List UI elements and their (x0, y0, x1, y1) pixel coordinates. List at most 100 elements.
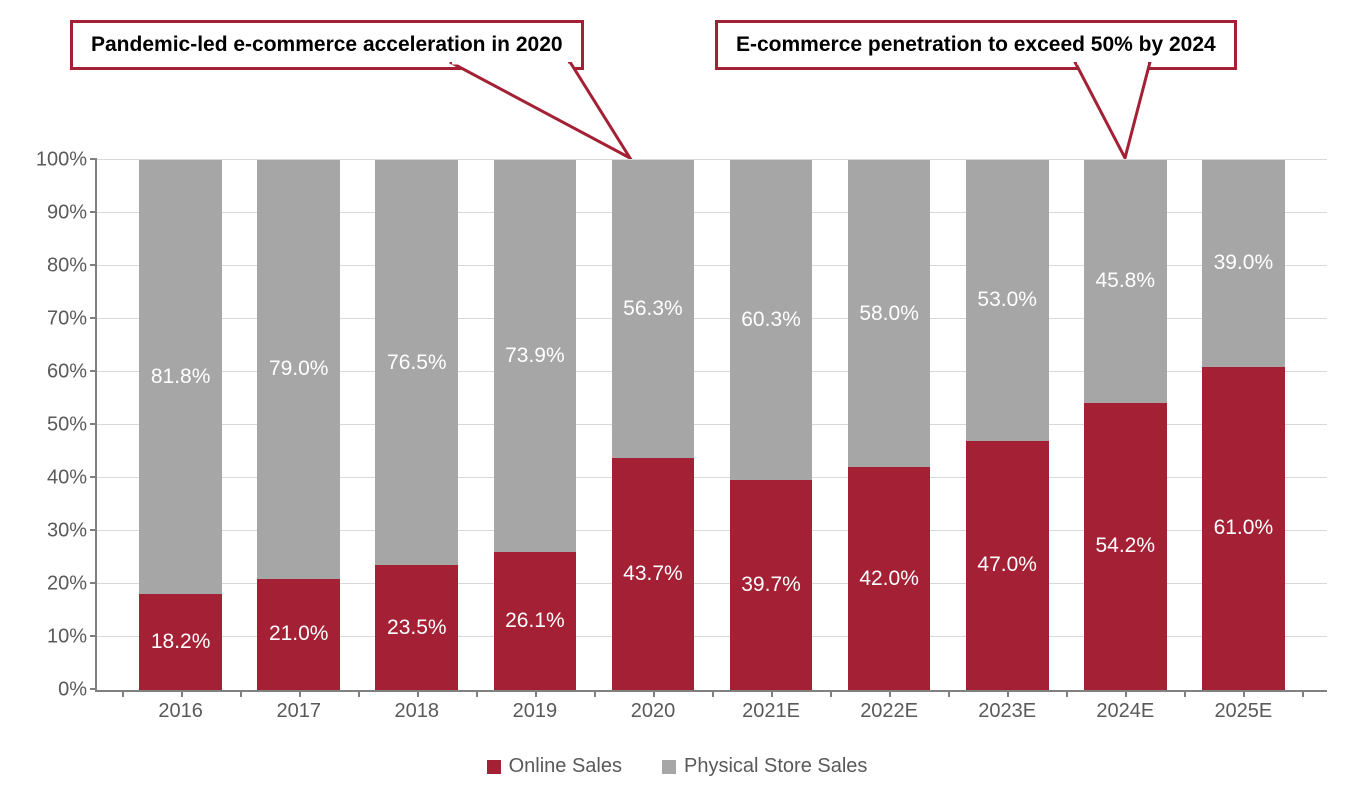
xtick-label: 2023E (978, 700, 1036, 723)
bar-value-label: 58.0% (859, 302, 919, 326)
xtick-mark (417, 690, 419, 697)
bar-segment-physical: 79.0% (257, 160, 340, 579)
bar-value-label: 42.0% (859, 567, 919, 591)
xtick-mark-boundary (948, 690, 950, 697)
bar-segment-physical: 60.3% (730, 160, 813, 480)
ytick-label: 90% (47, 202, 87, 225)
xtick-label: 2016 (158, 700, 203, 723)
ytick-mark (90, 158, 97, 160)
bar-segment-online: 18.2% (139, 594, 222, 690)
ytick-mark (90, 688, 97, 690)
ytick-mark (90, 211, 97, 213)
callout-pandemic-text: Pandemic-led e-commerce acceleration in … (91, 33, 563, 56)
callout-penetration-pointer (1065, 62, 1205, 162)
xtick-mark-boundary (358, 690, 360, 697)
bar-segment-online: 54.2% (1084, 403, 1167, 690)
bar-segment-online: 23.5% (375, 565, 458, 690)
bar-segment-online: 43.7% (612, 458, 695, 690)
bar-group: 54.2% 45.8% (1084, 160, 1167, 690)
ytick-label: 80% (47, 255, 87, 278)
bar-segment-physical: 73.9% (494, 160, 577, 552)
bar-group: 42.0% 58.0% (848, 160, 931, 690)
bar-value-label: 61.0% (1214, 516, 1274, 540)
bar-value-label: 43.7% (623, 562, 683, 586)
xtick-label: 2025E (1214, 700, 1272, 723)
ytick-label: 50% (47, 414, 87, 437)
bar-group: 18.2% 81.8% (139, 160, 222, 690)
ytick-mark (90, 370, 97, 372)
bar-value-label: 26.1% (505, 609, 565, 633)
bar-value-label: 18.2% (151, 630, 211, 654)
xtick-label: 2017 (276, 700, 321, 723)
bar-group: 61.0% 39.0% (1202, 160, 1285, 690)
ytick-mark (90, 423, 97, 425)
legend-label: Online Sales (509, 755, 622, 778)
xtick-mark-boundary (1066, 690, 1068, 697)
xtick-mark (771, 690, 773, 697)
bar-segment-physical: 39.0% (1202, 160, 1285, 367)
bar-value-label: 81.8% (151, 365, 211, 389)
xtick-mark (535, 690, 537, 697)
ytick-label: 30% (47, 520, 87, 543)
ytick-mark (90, 317, 97, 319)
bar-segment-physical: 81.8% (139, 160, 222, 594)
legend-label: Physical Store Sales (684, 755, 867, 778)
xtick-mark (1125, 690, 1127, 697)
bar-value-label: 56.3% (623, 297, 683, 321)
xtick-mark-boundary (1302, 690, 1304, 697)
xtick-mark-boundary (830, 690, 832, 697)
callout-pandemic-pointer (440, 62, 660, 162)
legend-swatch (662, 760, 676, 774)
xtick-mark (1243, 690, 1245, 697)
legend-swatch (487, 760, 501, 774)
xtick-mark-boundary (240, 690, 242, 697)
bar-value-label: 39.0% (1214, 251, 1274, 275)
xtick-mark-boundary (476, 690, 478, 697)
xtick-mark-boundary (712, 690, 714, 697)
chart-container: Pandemic-led e-commerce acceleration in … (0, 0, 1354, 807)
xtick-mark (889, 690, 891, 697)
xtick-label: 2018 (395, 700, 440, 723)
plot-area: 0%10%20%30%40%50%60%70%80%90%100%18.2%81… (95, 160, 1327, 692)
xtick-mark-boundary (122, 690, 124, 697)
ytick-label: 0% (58, 679, 87, 702)
bar-segment-online: 47.0% (966, 441, 1049, 690)
bar-group: 47.0%53.0% (966, 160, 1049, 690)
bar-value-label: 73.9% (505, 344, 565, 368)
xtick-mark-boundary (594, 690, 596, 697)
ytick-mark (90, 635, 97, 637)
ytick-label: 60% (47, 361, 87, 384)
ytick-label: 100% (36, 149, 87, 172)
bar-segment-online: 39.7% (730, 480, 813, 690)
ytick-label: 20% (47, 573, 87, 596)
bar-segment-physical: 58.0% (848, 160, 931, 467)
ytick-label: 10% (47, 626, 87, 649)
bar-segment-physical: 56.3% (612, 160, 695, 458)
callout-penetration-text: E-commerce penetration to exceed 50% by … (736, 33, 1216, 56)
legend-item-online: Online Sales (487, 755, 622, 778)
xtick-mark-boundary (1184, 690, 1186, 697)
bar-value-label: 76.5% (387, 351, 447, 375)
legend: Online Sales Physical Store Sales (0, 755, 1354, 778)
bar-group: 23.5% 76.5% (375, 160, 458, 690)
bar-segment-online: 26.1% (494, 552, 577, 690)
xtick-label: 2019 (513, 700, 558, 723)
bar-group: 43.7% 56.3% (612, 160, 695, 690)
bar-value-label: 23.5% (387, 616, 447, 640)
bar-value-label: 39.7% (741, 573, 801, 597)
bar-segment-physical: 45.8% (1084, 160, 1167, 403)
ytick-label: 40% (47, 467, 87, 490)
xtick-mark (299, 690, 301, 697)
bar-value-label: 21.0% (269, 622, 329, 646)
ytick-mark (90, 582, 97, 584)
ytick-mark (90, 476, 97, 478)
xtick-mark (1007, 690, 1009, 697)
bar-group: 21.0% 79.0% (257, 160, 340, 690)
bar-value-label: 47.0% (977, 553, 1037, 577)
bar-value-label: 54.2% (1095, 534, 1155, 558)
bar-segment-physical: 76.5% (375, 160, 458, 565)
legend-item-physical: Physical Store Sales (662, 755, 867, 778)
bar-value-label: 60.3% (741, 308, 801, 332)
bar-value-label: 79.0% (269, 357, 329, 381)
bar-segment-online: 21.0% (257, 579, 340, 690)
